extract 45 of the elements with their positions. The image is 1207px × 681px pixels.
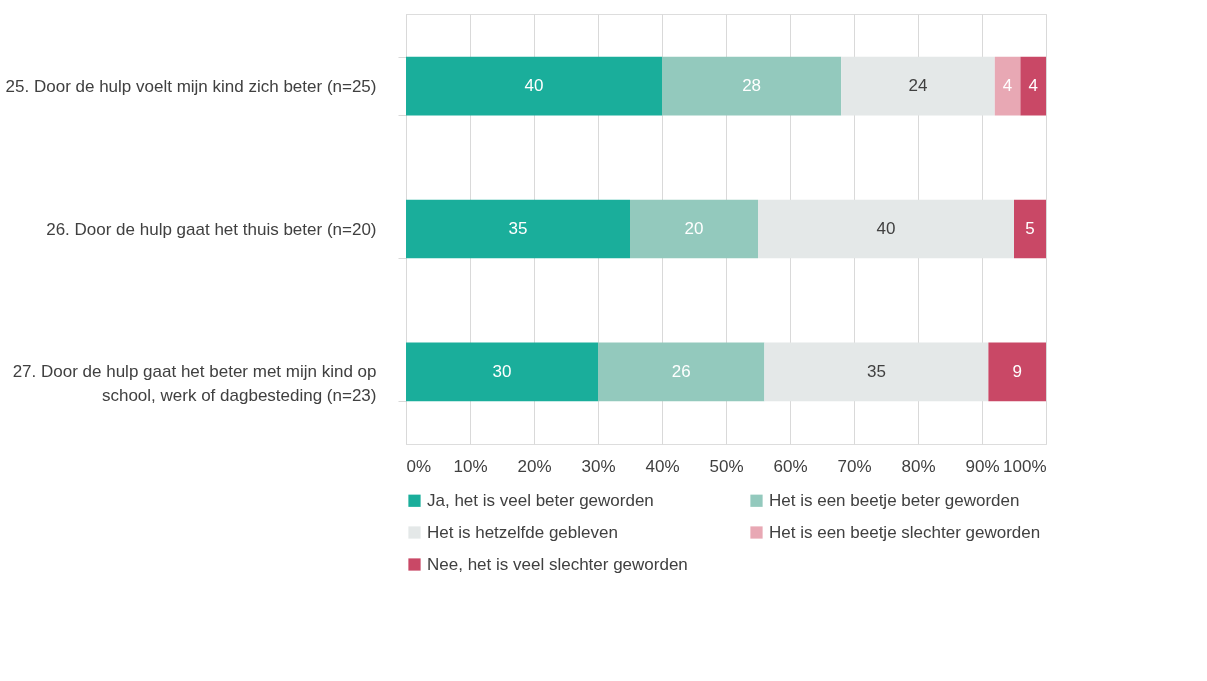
- y-tick-label: 27. Door de hulp gaat het beter met mijn kind op school, werk of dagbesteding (n=23): [12, 362, 377, 406]
- data-label: 26: [671, 361, 691, 381]
- x-tick-label: 80%: [901, 456, 936, 476]
- y-tick-label: 25. Door de hulp voelt mijn kind zich beter (n=25): [5, 76, 377, 96]
- bar: [841, 56, 995, 116]
- bar: [406, 56, 662, 116]
- data-label: 4: [1028, 76, 1038, 96]
- bar: [406, 199, 630, 259]
- x-tick-label: 70%: [837, 456, 872, 476]
- legend-label: Het is hetzelfde gebleven: [427, 522, 618, 542]
- x-tick-label: 40%: [645, 456, 680, 476]
- bar: [406, 342, 598, 402]
- bar: [764, 342, 989, 402]
- x-tick-label: 100%: [1003, 456, 1047, 476]
- bar: [630, 199, 758, 259]
- bar: [1020, 56, 1046, 116]
- legend-label: Het is een beetje beter geworden: [769, 490, 1020, 510]
- legend-label: Het is een beetje slechter geworden: [769, 522, 1041, 542]
- x-tick-label: 30%: [581, 456, 616, 476]
- data-label: 28: [742, 76, 762, 96]
- x-tick-label: 50%: [709, 456, 744, 476]
- data-label: 4: [1002, 76, 1013, 96]
- x-tick-label: 10%: [453, 456, 488, 476]
- data-label: 40: [876, 219, 896, 238]
- legend-label: Nee, het is veel slechter geworden: [427, 554, 688, 574]
- bar: [662, 56, 842, 116]
- bar: [758, 199, 1014, 259]
- y-tick-label: 26. Door de hulp gaat het thuis beter (n=20): [46, 219, 377, 239]
- x-tick-label: 0%: [406, 456, 432, 476]
- bar: [988, 342, 1046, 402]
- bar: [1014, 199, 1046, 259]
- data-label: 30: [492, 361, 512, 381]
- data-label: 5: [1025, 219, 1035, 238]
- bar: [598, 342, 765, 402]
- data-label: 9: [1012, 361, 1022, 381]
- data-label: 40: [524, 76, 544, 96]
- data-label: 20: [684, 219, 704, 238]
- data-label: 24: [908, 76, 928, 96]
- x-tick-label: 60%: [773, 456, 808, 476]
- x-tick-label: 20%: [517, 456, 552, 476]
- data-label: 35: [866, 361, 886, 381]
- x-tick-label: 90%: [965, 456, 1000, 476]
- bar: [994, 56, 1021, 116]
- legend-label: Ja, het is veel beter geworden: [427, 490, 654, 510]
- data-label: 35: [508, 219, 528, 238]
